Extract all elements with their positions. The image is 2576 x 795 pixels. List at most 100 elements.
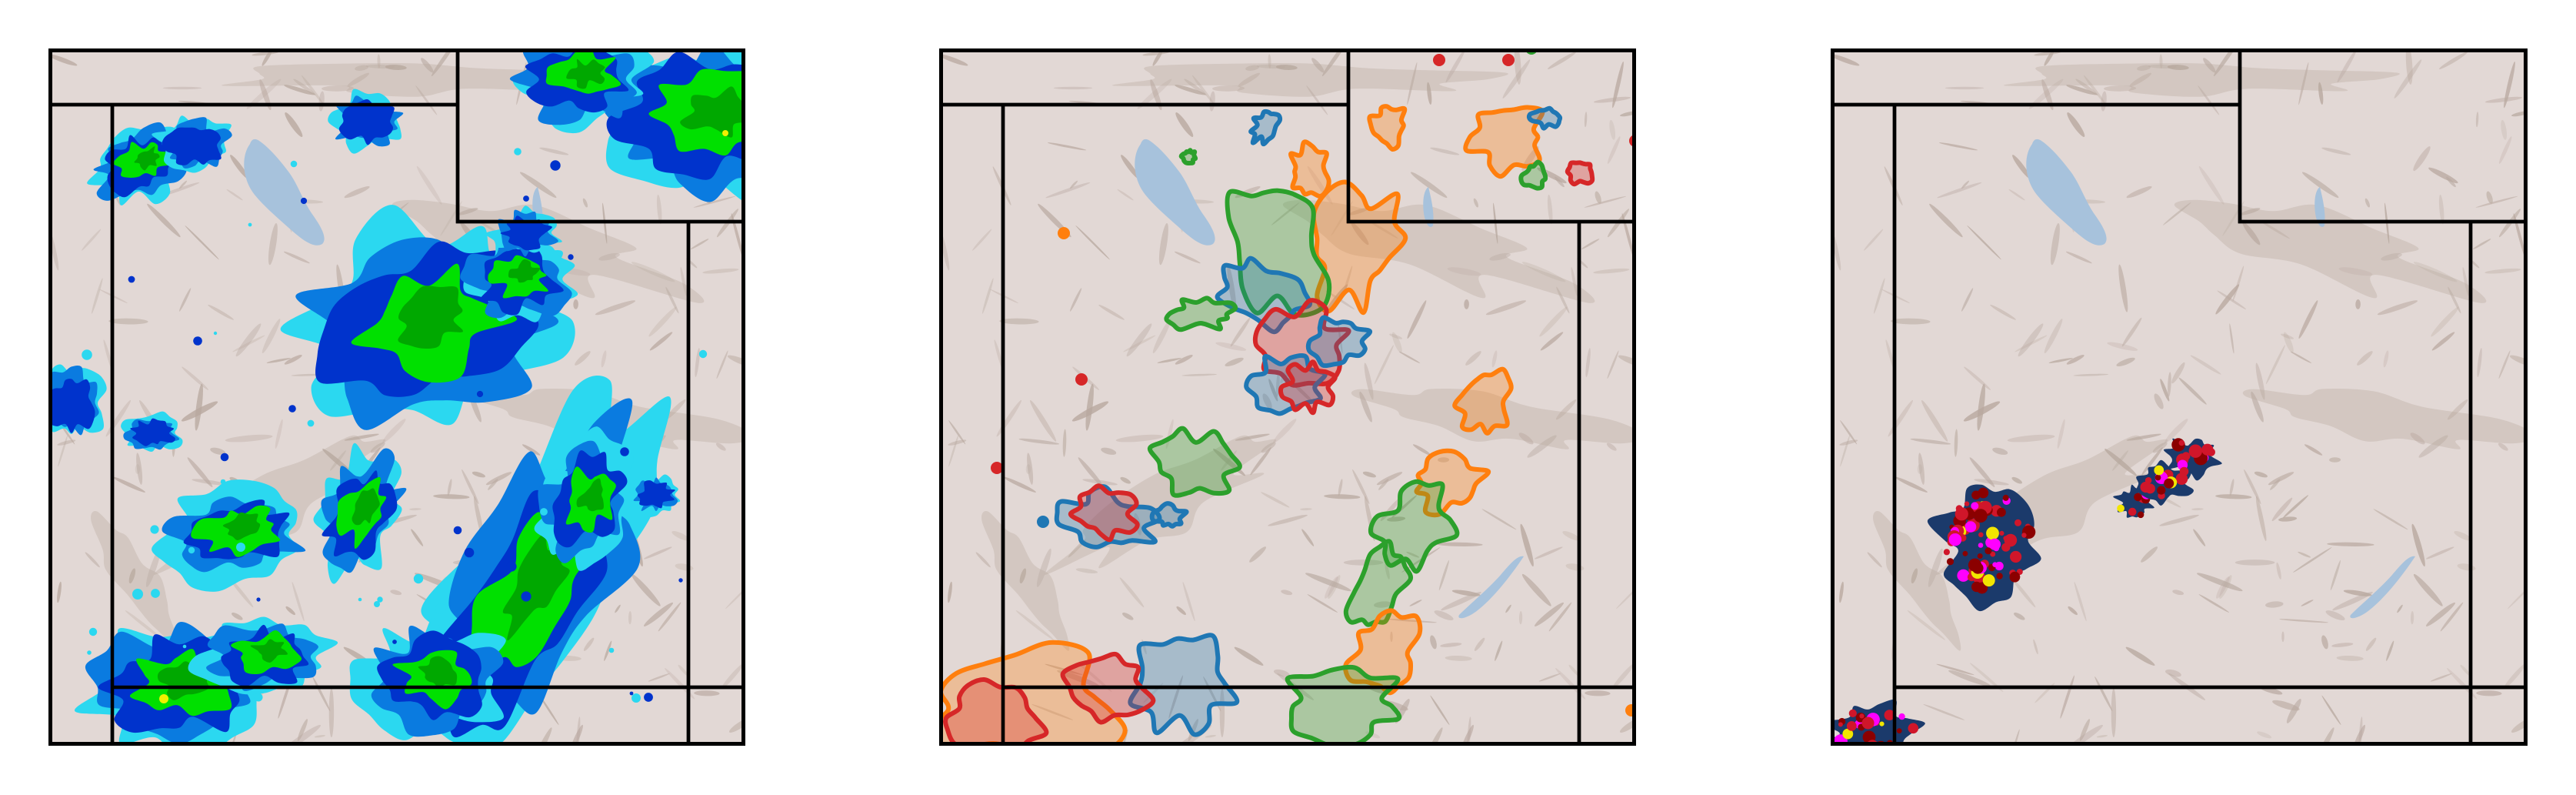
relief-ridge xyxy=(108,318,148,325)
relief-ridge xyxy=(2148,64,2177,69)
relief-ridge xyxy=(522,444,541,456)
relief-ridge xyxy=(1489,252,1511,261)
relief-ridge xyxy=(2405,48,2413,85)
relief-ridge xyxy=(1019,568,1027,584)
relief-ridge xyxy=(1245,65,1260,71)
relief-ridge xyxy=(1182,582,1195,622)
relief-ridge xyxy=(1219,688,1225,738)
relief-ridge xyxy=(2477,348,2482,378)
relief-ridge xyxy=(1324,284,1348,315)
relief-ridge xyxy=(2217,290,2247,310)
relief-ridge xyxy=(1256,64,1285,69)
relief-ridge xyxy=(1485,300,1527,316)
relief-ridge xyxy=(2397,604,2403,613)
relief-ridge xyxy=(1562,531,1581,541)
relief-ridge xyxy=(2383,350,2389,368)
relief-ridge xyxy=(2197,573,2243,592)
panel-storm-object-map xyxy=(1831,48,2528,746)
relief-ridge xyxy=(1430,695,1450,726)
relief-ridge xyxy=(2447,399,2468,420)
reflectivity-speck xyxy=(506,561,517,572)
relief-ridge xyxy=(2193,529,2206,546)
relief-ridge xyxy=(2041,79,2054,111)
relief-ridge xyxy=(1917,464,1923,474)
reflectivity-speck xyxy=(151,589,160,598)
relief-ridge xyxy=(2318,82,2324,105)
relief-ridge xyxy=(1606,443,1617,451)
relief-ridge xyxy=(2073,373,2109,376)
relief-ridge xyxy=(1101,447,1117,455)
contour-point-red xyxy=(1502,54,1515,66)
relief-ridge xyxy=(2425,602,2456,626)
relief-ridge xyxy=(1867,552,1882,568)
relief-ridge xyxy=(2048,358,2073,363)
relief-ridge xyxy=(2162,202,2191,225)
relief-ridge xyxy=(1070,288,1082,312)
relief-ridge xyxy=(982,278,994,314)
relief-ridge xyxy=(2425,546,2454,560)
relief-ridge xyxy=(1621,213,1635,260)
relief-ridge xyxy=(1238,72,1261,87)
relief-ridge xyxy=(1918,453,1925,485)
relief-ridge xyxy=(1158,222,1168,266)
storm-object-cell xyxy=(1977,553,1983,559)
storm-object-cell xyxy=(1997,507,2006,517)
relief-ridge xyxy=(1324,494,1361,499)
relief-ridge xyxy=(284,85,315,95)
relief-ridge xyxy=(1438,560,1449,591)
relief-ridge xyxy=(2215,284,2240,315)
reflectivity-speck xyxy=(464,547,475,558)
relief-ridge xyxy=(1047,142,1087,151)
relief-ridge xyxy=(2154,393,2164,409)
relief-ridge xyxy=(1120,476,1131,484)
panel-frame xyxy=(1831,48,2528,746)
relief-ridge xyxy=(2067,112,2085,137)
relief-ridge xyxy=(1891,318,1931,325)
relief-ridge xyxy=(1407,300,1427,339)
relief-ridge xyxy=(2014,612,2025,620)
storm-object-map xyxy=(1831,48,2528,746)
relief-ridge xyxy=(1215,342,1247,351)
relief-ridge xyxy=(1389,333,1403,339)
reflectivity-speck xyxy=(521,591,532,602)
reflectivity-speck xyxy=(213,331,218,336)
storm-object-cell xyxy=(2009,571,2021,583)
relief-ridge xyxy=(1175,112,1194,137)
storm-object-cell xyxy=(1957,569,1970,582)
relief-ridge xyxy=(1963,401,2001,422)
relief-ridge xyxy=(2125,646,2155,666)
relief-ridge xyxy=(2446,176,2456,188)
relief-ridge xyxy=(2301,600,2314,606)
relief-ridge xyxy=(2251,391,2264,423)
relief-ridge xyxy=(1343,560,1384,566)
relief-ridge xyxy=(1445,655,1472,661)
reflectivity-level-5 xyxy=(134,146,160,171)
relief-ridge xyxy=(648,673,670,682)
relief-ridge xyxy=(182,366,209,390)
reflectivity-peak xyxy=(159,694,168,703)
relief-ridge xyxy=(2190,355,2221,375)
relief-ridge xyxy=(725,580,745,610)
relief-ridge xyxy=(1057,670,1100,686)
relief-ridge xyxy=(631,573,661,606)
relief-ridge xyxy=(2074,582,2087,622)
relief-ridge xyxy=(208,304,234,320)
mountain-band xyxy=(1111,63,1508,97)
relief-ridge xyxy=(2381,252,2402,261)
relief-ridge xyxy=(1003,476,1036,493)
relief-ridge xyxy=(2418,435,2448,458)
relief-ridge xyxy=(604,640,612,661)
relief-ridge xyxy=(1948,670,1991,686)
relief-ridge xyxy=(1839,581,1844,603)
relief-ridge xyxy=(259,79,272,111)
relief-ridge xyxy=(656,194,662,225)
relief-ridge xyxy=(112,476,145,493)
relief-ridge xyxy=(1465,351,1481,366)
storm-object-cell xyxy=(2002,494,2009,501)
reflectivity-speck xyxy=(248,222,252,227)
relief-ridge xyxy=(1538,673,1561,682)
relief-ridge xyxy=(1174,251,1201,264)
relief-ridge xyxy=(1593,96,1631,103)
relief-ridge xyxy=(1137,78,1172,109)
basemap xyxy=(939,48,1636,746)
